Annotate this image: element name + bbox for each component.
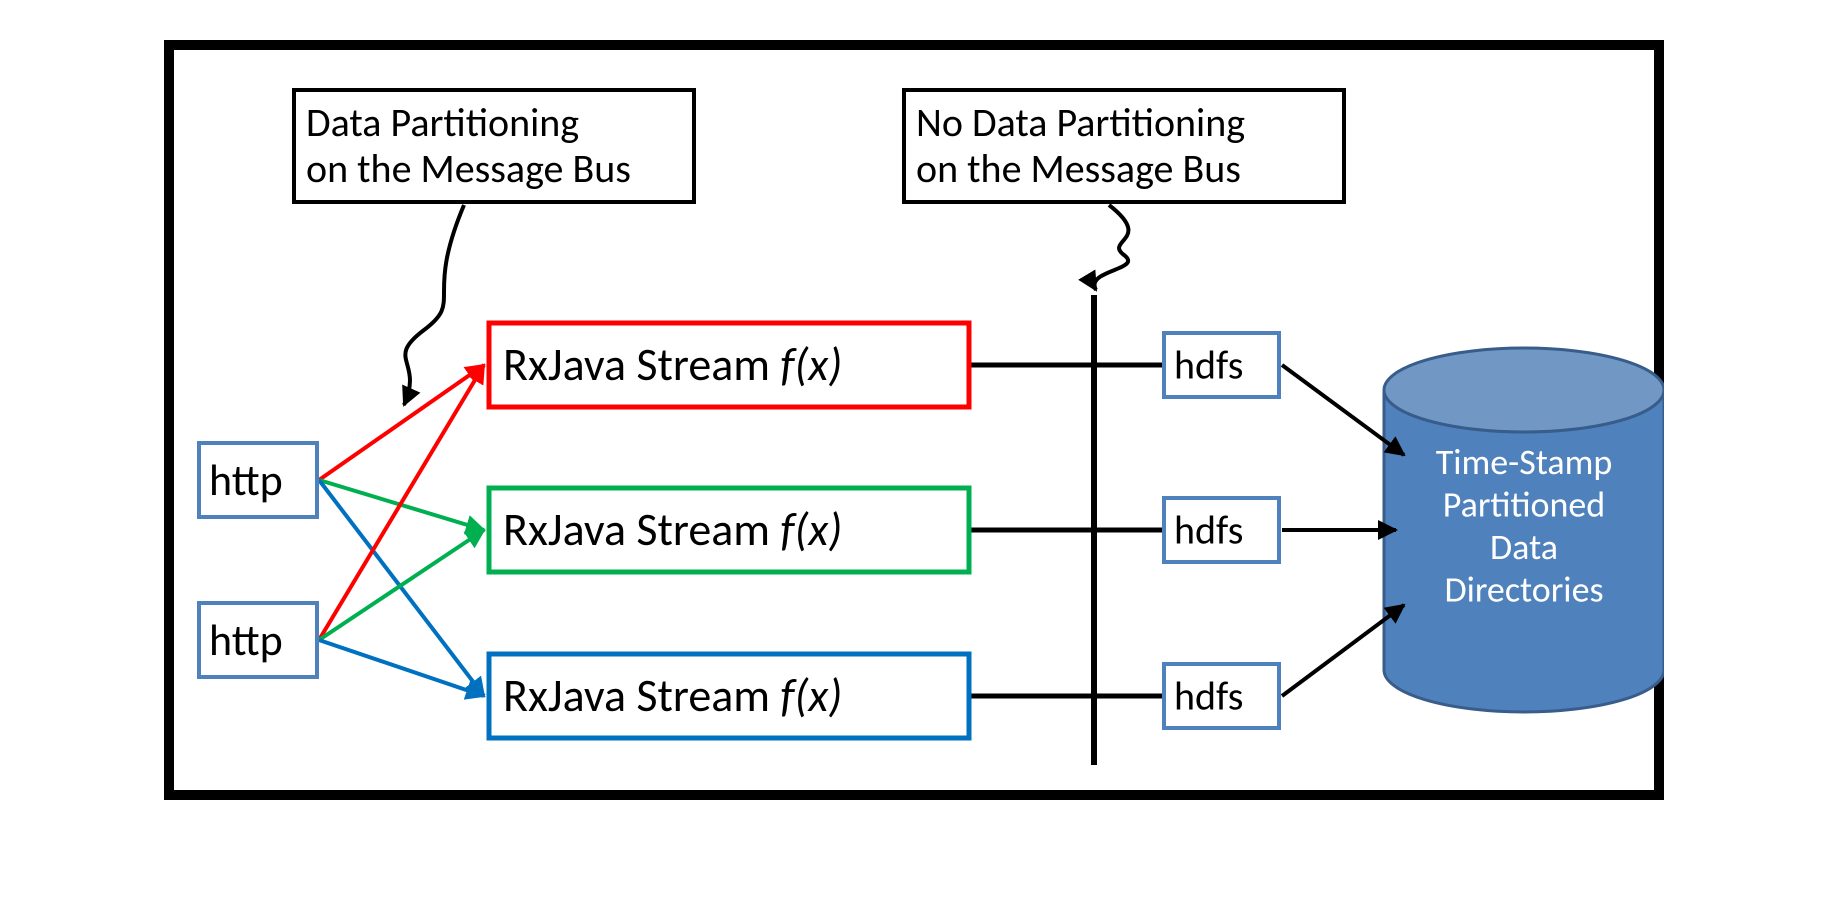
hdfs-label-3: hdfs (1174, 672, 1243, 721)
cylinder-top (1384, 348, 1664, 432)
stream-label-3: RxJava Stream f(x) (503, 668, 842, 724)
hdfs-label-2: hdfs (1174, 506, 1243, 555)
http-label-1: http (209, 453, 283, 507)
hdfs-label-1: hdfs (1174, 341, 1243, 390)
http-label-2: http (209, 613, 283, 667)
diagram-svg: Time-StampPartitionedDataDirectories http… (164, 40, 1664, 800)
stream-label-2: RxJava Stream f(x) (503, 502, 842, 558)
cylinder-label: Time-StampPartitionedDataDirectories (1435, 440, 1612, 611)
stream-label-1: RxJava Stream f(x) (503, 337, 842, 393)
caption-text-2: No Data Partitioningon the Message Bus (916, 98, 1245, 193)
